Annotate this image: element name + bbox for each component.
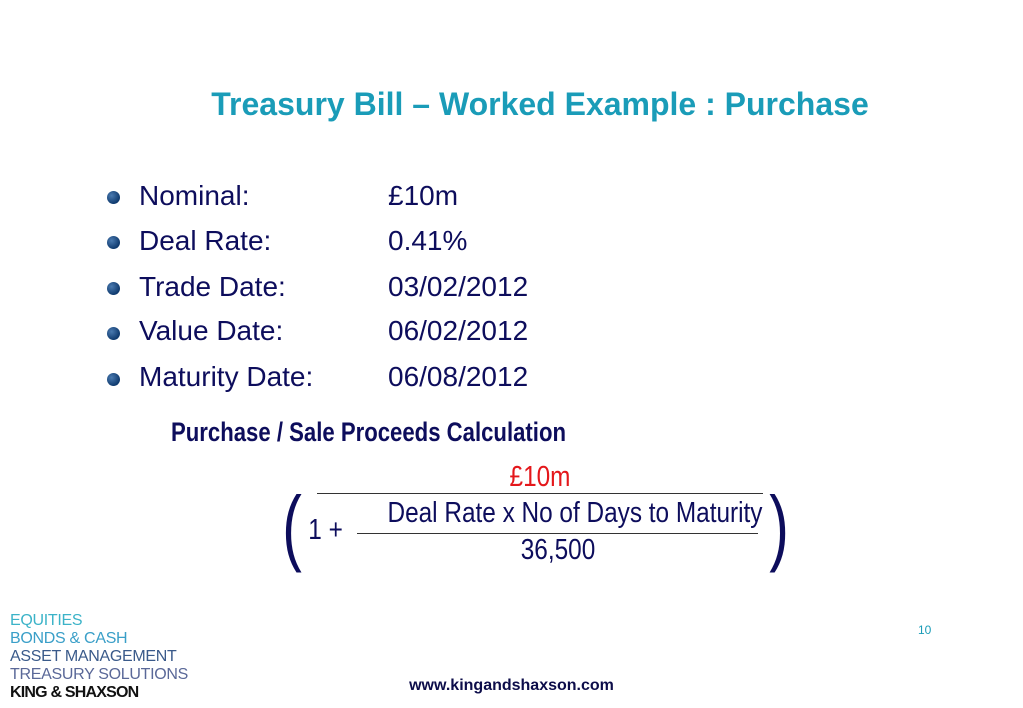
formula-numerator: £10m [509, 461, 571, 493]
detail-value: 06/02/2012 [388, 315, 529, 346]
open-paren: ( [282, 479, 302, 573]
bullet-icon [107, 373, 120, 386]
detail-label: Trade Date: [139, 271, 286, 302]
detail-value: £10m [388, 180, 459, 211]
page-number: 10 [918, 623, 932, 637]
inner-fraction-line [357, 533, 758, 534]
bullet-icon [107, 191, 120, 204]
logo-line: BONDS & CASH [10, 630, 128, 647]
logo-line: ASSET MANAGEMENT [10, 648, 177, 665]
bullet-icon [107, 282, 120, 295]
bullet-icon [107, 236, 120, 249]
bullet-icon [107, 327, 120, 340]
inner-denominator: 36,500 [520, 534, 596, 566]
detail-label: Nominal: [139, 180, 250, 211]
detail-label: Deal Rate: [139, 225, 272, 256]
one-plus: 1 + [308, 514, 343, 546]
detail-value: 0.41% [388, 225, 468, 256]
detail-value: 06/08/2012 [388, 361, 529, 392]
logo-line: TREASURY SOLUTIONS [10, 666, 189, 683]
close-paren: ) [769, 479, 789, 573]
detail-label: Maturity Date: [139, 361, 314, 392]
detail-value: 03/02/2012 [388, 271, 529, 302]
slide-title: Treasury Bill – Worked Example : Purchas… [211, 86, 869, 122]
logo-line: EQUITIES [10, 612, 83, 629]
website-link[interactable]: www.kingandshaxson.com [409, 677, 614, 694]
logo-brand: KING & SHAXSON [10, 684, 139, 701]
detail-label: Value Date: [139, 315, 284, 346]
main-fraction-line [317, 493, 763, 494]
inner-numerator: Deal Rate x No of Days to Maturity [387, 497, 763, 529]
calculation-heading: Purchase / Sale Proceeds Calculation [171, 417, 566, 447]
